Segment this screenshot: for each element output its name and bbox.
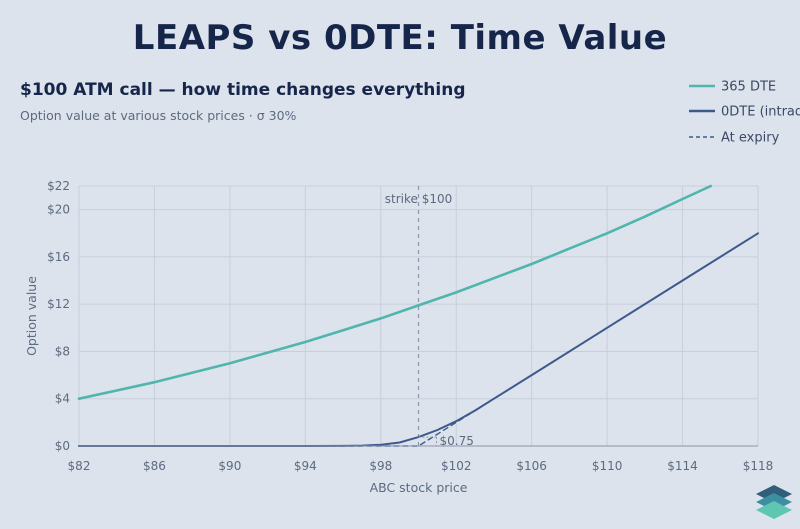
y-tick-label: $22 (47, 179, 70, 193)
legend: 365 DTE 0DTE (intraday) At expiry (689, 80, 800, 146)
axes: $82 $86 $90 $94 $98 $102 $106 $110 $114 $118 $0 $4 $… (47, 179, 773, 473)
y-tick-label: $0 (55, 439, 70, 453)
x-tick-label: $106 (516, 459, 547, 473)
strike-label: strike $100 (385, 192, 452, 206)
brand-logo-icon (756, 485, 792, 519)
x-tick-label: $86 (143, 459, 166, 473)
chart-title: LEAPS vs 0DTE: Time Value (132, 18, 668, 58)
y-tick-label: $8 (55, 344, 70, 358)
x-tick-label: $102 (441, 459, 472, 473)
series-365dte-line (77, 184, 713, 400)
y-axis-label: Option value (24, 276, 39, 356)
legend-label: 0DTE (intraday) (721, 105, 800, 120)
y-tick-label: $20 (47, 203, 70, 217)
strike-marker: strike $100 (385, 186, 452, 446)
odte-at-strike-label: $0.75 (440, 434, 474, 448)
chart-subtitle: $100 ATM call — how time changes everyth… (20, 80, 466, 100)
chart-caption: Option value at various stock prices · σ… (20, 108, 297, 123)
x-tick-label: $82 (68, 459, 91, 473)
x-tick-label: $110 (592, 459, 623, 473)
x-tick-label: $90 (218, 459, 241, 473)
x-axis-label: ABC stock price (370, 480, 468, 495)
x-tick-label: $114 (667, 459, 698, 473)
x-tick-label: $94 (294, 459, 317, 473)
x-tick-label: $98 (369, 459, 392, 473)
value-annotation: $0.75 (418, 434, 474, 448)
x-tick-label: $118 (743, 459, 774, 473)
legend-label: 365 DTE (721, 80, 776, 95)
y-tick-label: $12 (47, 297, 70, 311)
y-tick-label: $4 (55, 392, 70, 406)
y-tick-label: $16 (47, 250, 70, 264)
legend-label: At expiry (721, 131, 780, 146)
